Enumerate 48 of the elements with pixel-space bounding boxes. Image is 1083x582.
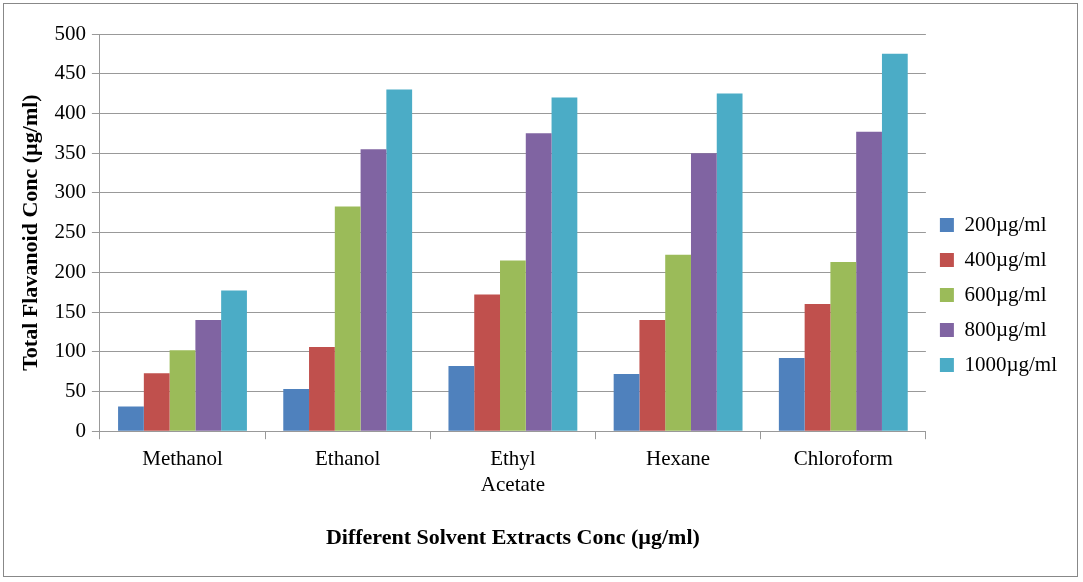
bar	[778, 358, 805, 431]
x-tick-label: Methanol	[142, 446, 223, 471]
bar	[195, 319, 222, 431]
legend-label: 200µg/ml	[964, 211, 1047, 236]
y-tick-label: 100	[54, 338, 86, 363]
x-tick-label: Hexane	[646, 446, 711, 471]
bar	[169, 350, 196, 431]
bar	[716, 93, 743, 431]
y-tick-label: 0	[75, 417, 86, 442]
bar	[360, 149, 387, 431]
bar	[690, 153, 717, 431]
bar	[500, 260, 526, 431]
bar	[881, 53, 908, 431]
x-tick-label: Ethyl Acetate	[480, 446, 545, 496]
bar	[613, 374, 640, 431]
bar	[221, 290, 247, 431]
x-axis-title: Different Solvent Extracts Conc (µg/ml)	[325, 524, 700, 550]
legend-label: 400µg/ml	[964, 246, 1047, 271]
y-tick-label: 150	[54, 298, 86, 323]
bar	[283, 389, 310, 431]
bar	[856, 131, 882, 431]
bar	[639, 319, 666, 431]
bar	[665, 254, 691, 431]
bar	[830, 261, 857, 431]
y-tick-label: 350	[54, 139, 86, 164]
y-tick-label: 50	[64, 378, 86, 402]
y-tick-label: 500	[54, 20, 86, 45]
bar	[448, 366, 475, 431]
y-tick-label: 200	[54, 258, 86, 283]
x-tick-label: Chloroform	[793, 446, 893, 471]
bar	[118, 406, 144, 431]
legend-label: 600µg/ml	[964, 281, 1047, 306]
bar	[474, 294, 501, 431]
y-tick-label: 250	[54, 219, 86, 244]
legend-label: 1000µg/ml	[964, 351, 1058, 376]
y-tick-label: 300	[54, 179, 86, 204]
y-tick-label: 450	[54, 60, 86, 85]
x-tick-label: Ethanol	[315, 446, 381, 471]
bar	[143, 373, 170, 431]
bar	[551, 97, 578, 431]
y-tick-label: 400	[54, 99, 86, 124]
bar	[525, 133, 552, 431]
bar	[804, 304, 831, 431]
bar	[334, 206, 361, 431]
bar	[309, 346, 335, 431]
bar	[386, 89, 413, 431]
y-axis-title: Total Flavanoid Conc (µg/ml)	[16, 94, 42, 371]
legend-label: 800µg/ml	[964, 316, 1047, 341]
